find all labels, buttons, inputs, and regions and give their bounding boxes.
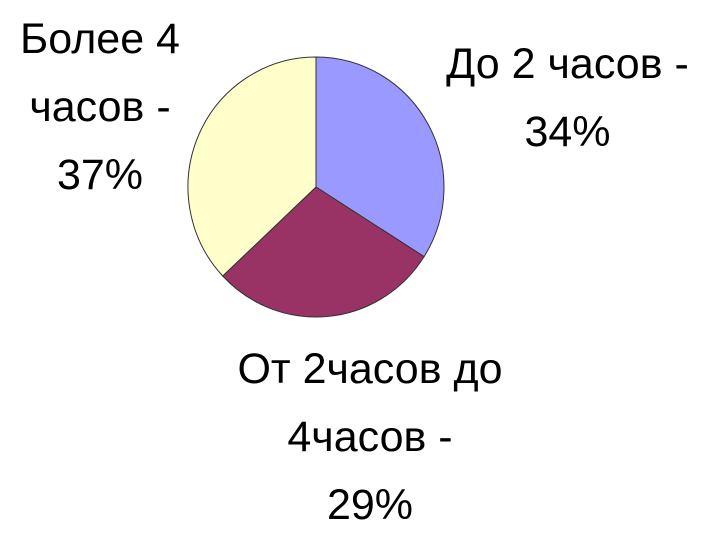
value-label: 37% (56, 151, 144, 199)
slice-label: От 2часов до 4часов - 29% (230, 335, 510, 539)
page: {"chart_data": {"type": "pie", "categori… (0, 5, 710, 529)
pie-slice (187, 56, 317, 277)
category-label: От 2часов до 4часов - (237, 345, 503, 461)
chart (187, 56, 445, 318)
slice-label: До 2 часов - 34% (425, 30, 710, 166)
pie-slice (221, 186, 425, 318)
value-label: 34% (524, 108, 611, 156)
slice-label: Более 4 часов - 37% (0, 5, 200, 209)
category-label: До 2 часов - (446, 40, 689, 88)
pie-slice (315, 56, 445, 258)
category-label: Более 4 часов - (20, 15, 180, 131)
value-label: 29% (326, 481, 414, 529)
